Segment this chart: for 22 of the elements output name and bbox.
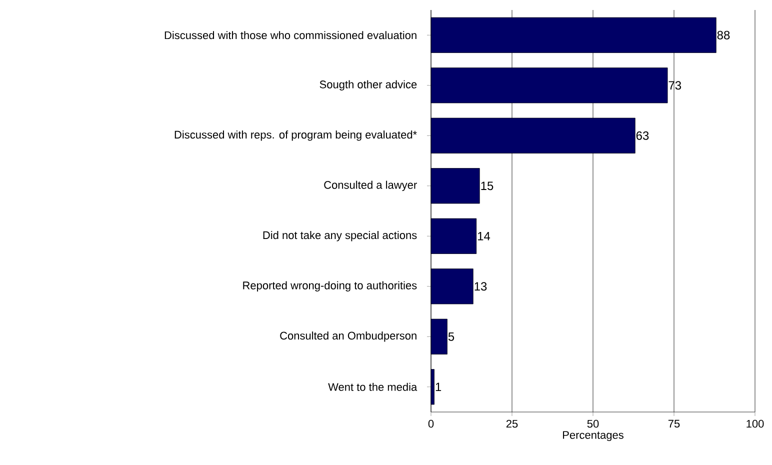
data-label: 15 (481, 182, 494, 190)
x-tick-label: 25 (506, 420, 518, 428)
y-tick-label: Went to the media (328, 382, 418, 391)
x-tick-label: 100 (746, 420, 764, 428)
y-tick-label: Reported wrong-doing to authorities (243, 281, 417, 292)
data-label: 14 (478, 232, 490, 240)
x-tick-label: 50 (587, 420, 599, 428)
y-tick-label: Did not take any special actions (263, 231, 417, 242)
y-tick-label: Discussed with those who commissioned evaluation (164, 31, 416, 40)
x-tick-label: 75 (668, 420, 680, 428)
data-label: 5 (448, 332, 454, 341)
data-label: 13 (474, 282, 487, 291)
y-tick-label: Consulted an Ombudperson (280, 332, 416, 342)
data-label: 1 (436, 382, 442, 392)
y-tick-label: Sougth other advice (320, 80, 417, 91)
x-tick-label: 0 (428, 420, 434, 428)
data-label: 88 (717, 30, 730, 40)
data-label: 73 (668, 81, 682, 90)
y-tick-label: Discussed with reps. of program being evaluated* (174, 130, 417, 141)
x-axis-title: Percentages (563, 431, 624, 442)
y-tick-label: Consulted a lawyer (324, 180, 417, 192)
data-label: 63 (636, 131, 649, 140)
